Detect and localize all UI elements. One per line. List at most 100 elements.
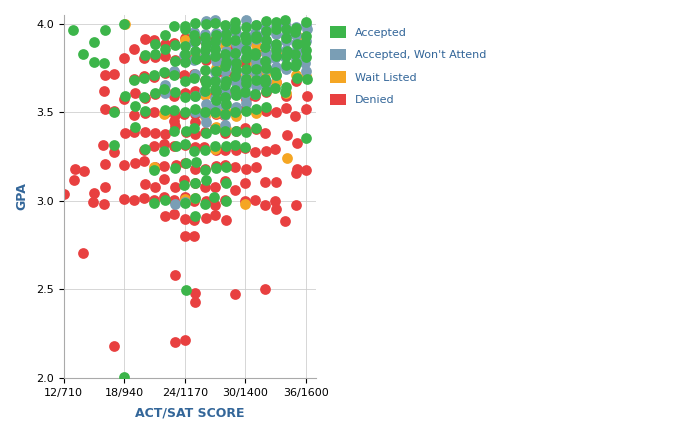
Point [199,37,210,44]
Point [129,76,140,83]
Point [139,158,150,165]
Point [250,60,260,67]
Point [199,30,210,37]
Point [260,30,271,36]
Point [220,179,231,186]
Point [149,72,160,79]
Point [250,125,261,132]
Point [88,199,99,206]
Point [260,87,271,94]
Point [179,110,190,117]
Point [220,121,231,128]
Point [271,71,282,78]
Point [230,163,241,170]
Point [230,67,241,74]
Point [229,23,240,30]
Point [271,79,282,85]
Point [99,183,110,190]
Point [210,165,221,172]
Point [240,91,251,98]
Point [231,80,241,87]
Point [271,23,282,30]
Point [250,22,261,29]
Point [180,127,191,134]
Point [139,54,150,61]
Point [231,77,241,84]
Point [189,125,200,132]
Point [240,24,251,31]
Point [250,163,261,170]
Point [160,52,171,59]
Point [271,206,282,213]
Point [261,66,272,72]
Point [199,113,210,120]
Point [290,55,301,62]
Point [230,128,241,135]
Point [260,129,271,136]
Point [189,29,200,36]
Point [189,20,200,26]
Point [170,57,181,64]
Point [231,89,241,96]
Point [271,79,282,85]
Point [239,83,250,90]
Point [270,72,281,79]
Point [291,31,302,38]
Point [260,44,271,51]
Point [159,147,170,154]
Point [169,58,180,65]
Point [260,78,271,85]
Point [201,129,211,136]
Point [240,95,251,102]
Point [139,108,150,115]
Point [270,198,281,205]
Point [240,54,251,61]
Point [271,178,282,185]
Point [281,47,292,54]
Point [159,81,170,88]
Point [190,159,201,166]
Point [220,94,231,101]
Point [169,128,180,135]
Point [251,76,262,83]
Point [280,53,291,59]
Point [229,49,240,56]
Point [279,54,290,61]
Point [220,125,231,132]
Point [220,51,231,58]
Point [149,166,160,173]
Point [250,92,260,99]
Point [210,68,221,75]
Point [180,287,191,294]
Point [251,125,262,132]
Point [280,17,291,24]
Point [301,68,312,75]
Point [180,54,191,61]
Point [260,48,271,55]
Point [88,59,99,66]
Point [210,38,221,45]
Point [200,215,211,222]
Point [281,132,292,139]
Point [250,196,261,203]
Point [169,211,180,218]
Point [231,146,241,153]
Point [230,72,241,79]
Point [200,77,211,84]
Point [210,163,221,170]
Point [219,178,230,185]
Point [270,84,281,91]
Point [58,191,69,198]
Point [190,110,201,117]
Point [180,50,191,57]
Point [251,63,262,70]
Point [220,92,231,99]
Point [210,88,221,95]
Point [190,70,201,77]
Point [200,201,211,207]
Point [201,21,211,28]
Point [229,108,240,115]
Point [240,65,251,72]
Point [220,76,231,83]
Point [190,56,201,62]
